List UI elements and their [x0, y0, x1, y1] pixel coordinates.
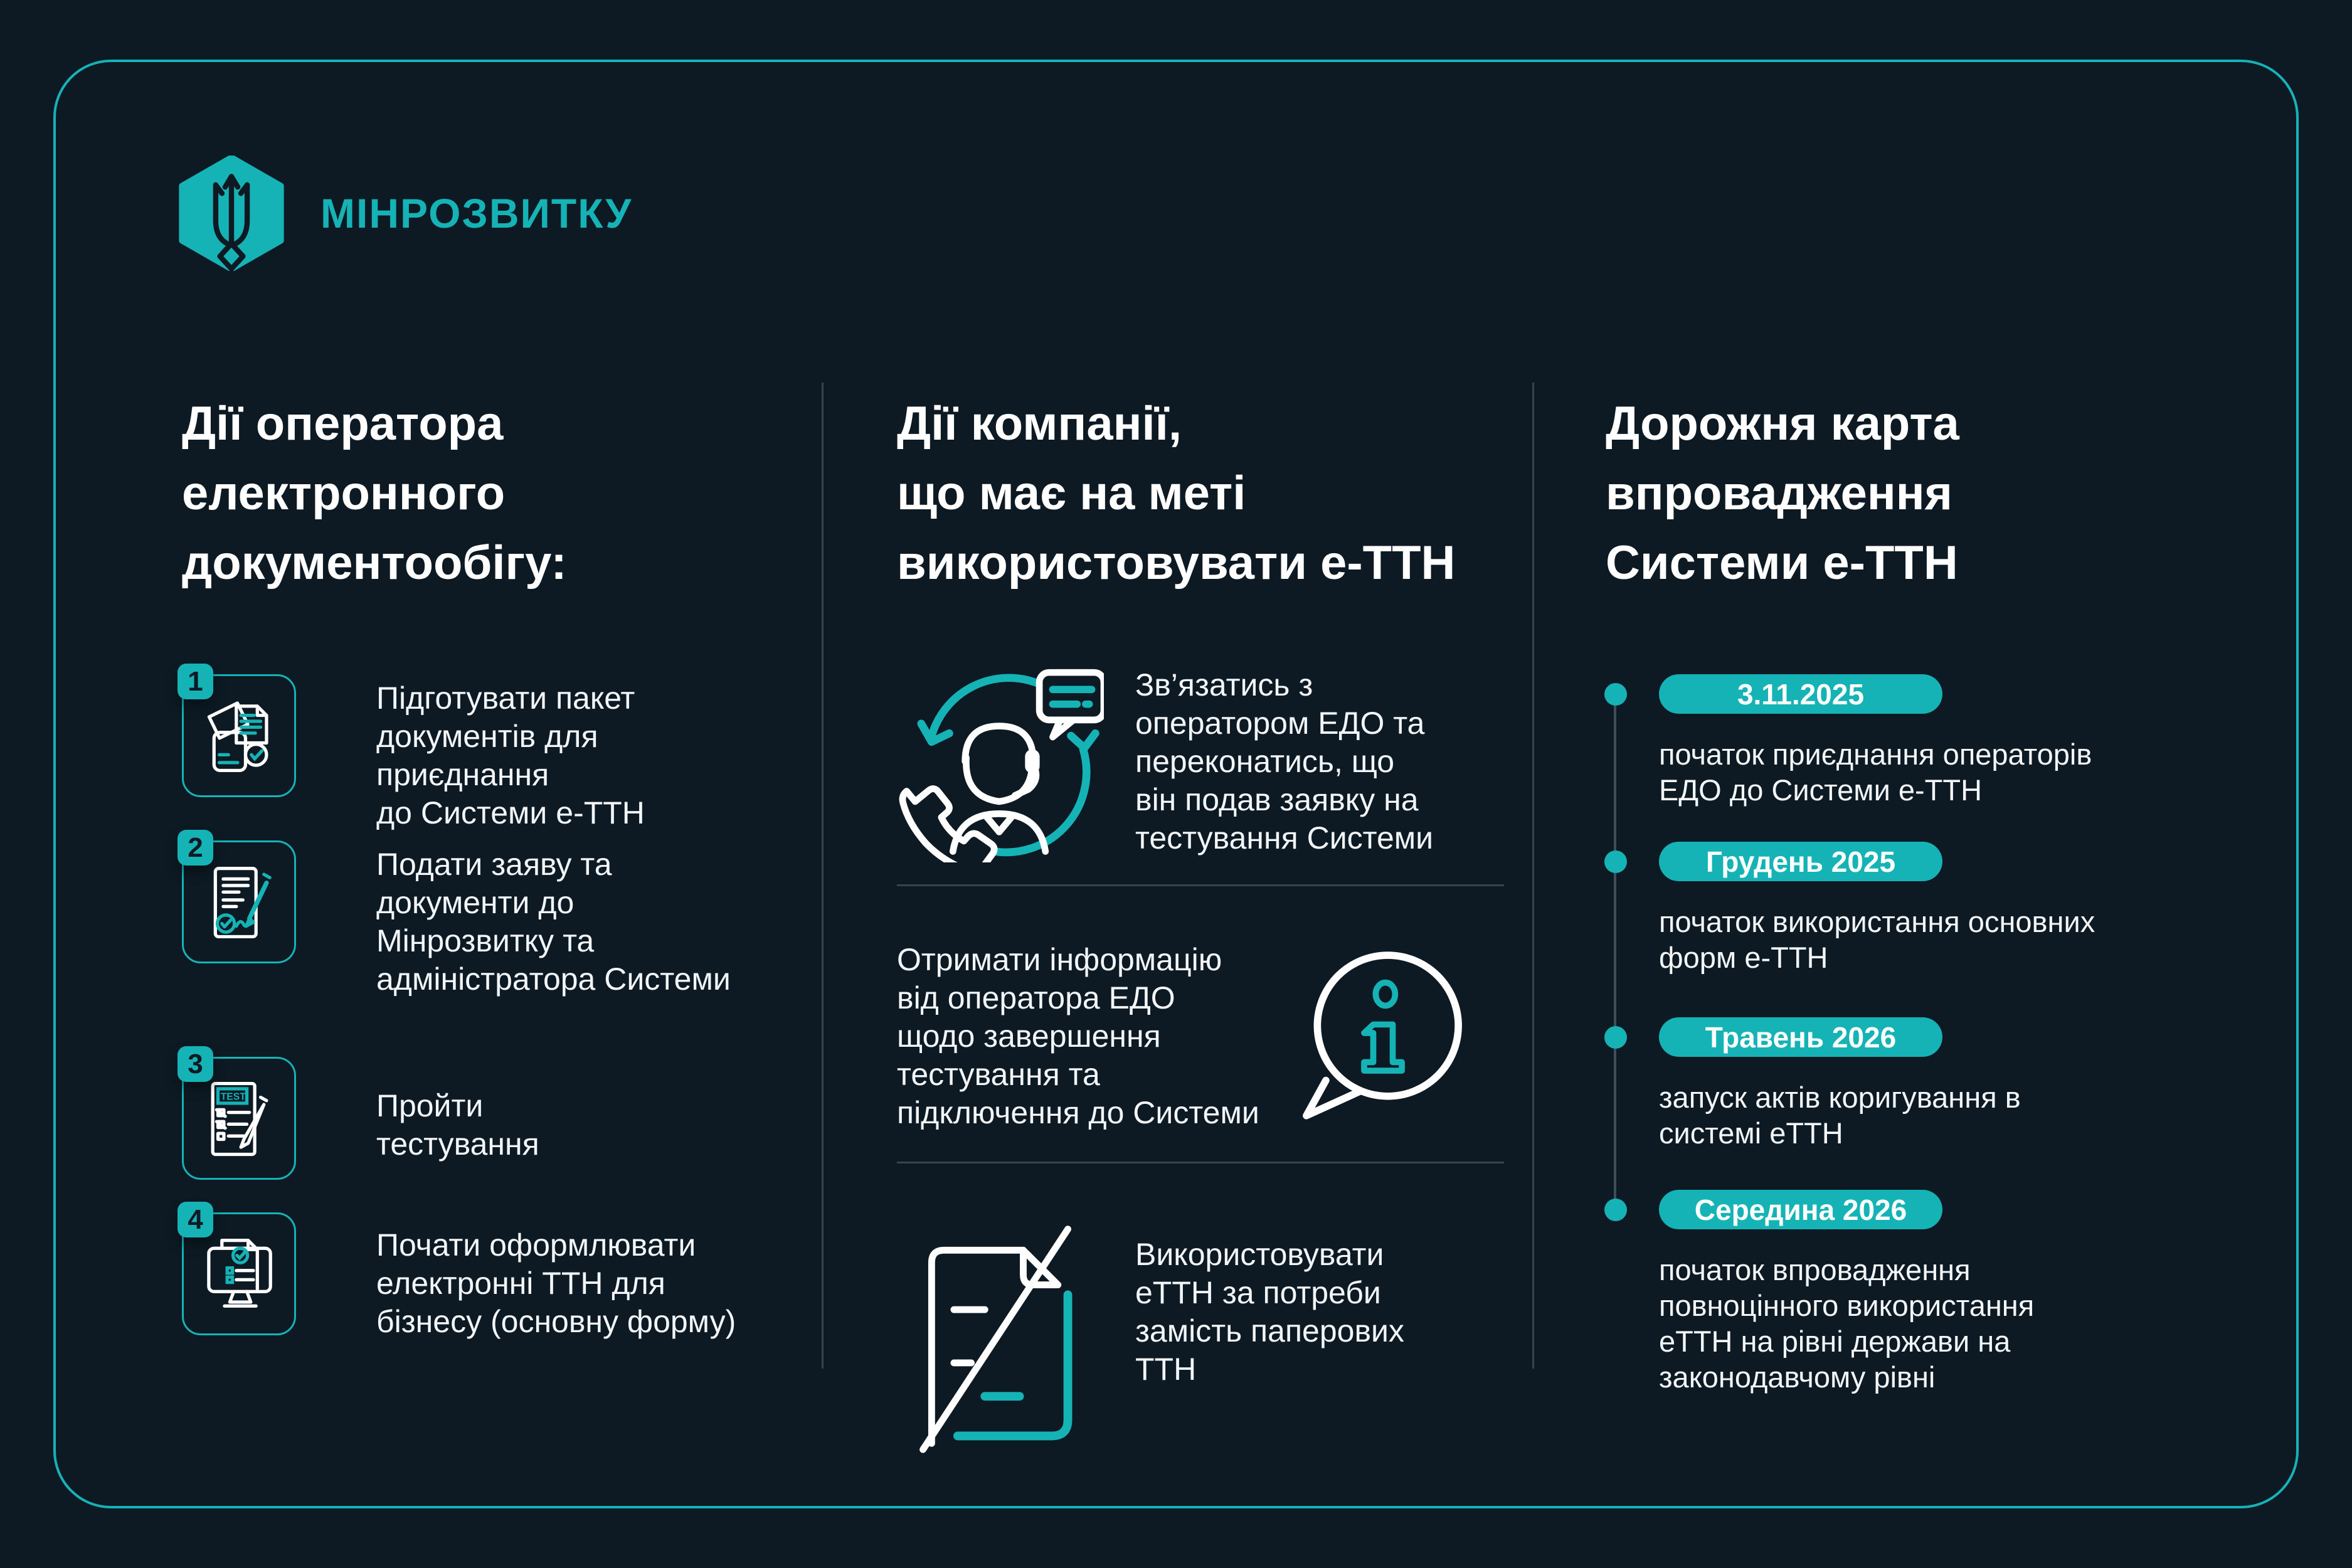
company-column-title: Дії компанії, що має на меті використову…	[897, 397, 1456, 590]
milestone-description: початок впровадження повноцінного викори…	[1659, 1253, 2035, 1394]
column-divider	[1532, 383, 1534, 1369]
company-step-text: Зв’язатись з оператором ЕДО та переконат…	[1135, 667, 1434, 856]
step-number-badge: 3	[177, 1046, 213, 1082]
roadmap-milestone-1: 3.11.2025 початок приєднання операторів …	[1604, 674, 2092, 808]
test-checklist-icon: TEST	[211, 1081, 268, 1157]
timeline-dot	[1604, 850, 1627, 873]
roadmap-milestone-2: Грудень 2025 початок використання основн…	[1604, 842, 2095, 975]
timeline-line	[1614, 694, 1616, 1209]
section-divider	[897, 884, 1504, 886]
milestone-date-badge: Травень 2026	[1659, 1017, 1942, 1057]
milestone-date-badge: 3.11.2025	[1659, 674, 1942, 714]
step-icon-card: 3 TEST	[177, 1046, 296, 1180]
operator-step-2: 2 Подати заяву та док	[177, 830, 731, 999]
svg-text:TEST: TEST	[221, 1092, 246, 1103]
operator-step-3: 3 TEST Прой	[177, 1046, 539, 1180]
monitor-ettn-form-icon	[207, 1239, 272, 1308]
trident-emblem-icon	[179, 156, 284, 271]
milestone-date-badge: Середина 2026	[1659, 1190, 1942, 1229]
roadmap-milestone-4: Середина 2026 початок впровадження повно…	[1604, 1190, 2035, 1395]
brand-name: МІНРОЗВИТКУ	[320, 190, 633, 236]
card-border	[53, 60, 2299, 1508]
milestone-description: початок використання основних форм е-ТТН	[1659, 905, 2095, 974]
signed-application-icon	[213, 867, 272, 939]
step-icon-card: 1	[177, 664, 296, 797]
timeline-dot	[1604, 1199, 1627, 1221]
step-text: Подати заяву та документи до Мінрозвитку…	[376, 847, 731, 997]
documents-package-icon	[207, 701, 268, 773]
step-number-badge: 2	[177, 830, 213, 866]
operator-step-4: 4	[177, 1202, 736, 1341]
timeline-dot	[1604, 1026, 1627, 1049]
company-step-text: Отримати інформацію від оператора ЕДО що…	[897, 942, 1259, 1130]
step-text: Пройти тестування	[376, 1088, 539, 1162]
timeline-dot	[1604, 683, 1627, 706]
roadmap-milestone-3: Травень 2026 запуск актів коригування в …	[1604, 1017, 2021, 1151]
section-divider	[897, 1162, 1504, 1163]
info-bubble-icon	[1286, 936, 1480, 1130]
brand-logo: МІНРОЗВИТКУ	[179, 156, 632, 271]
column-roadmap: Дорожня карта впровадження Системи е-ТТН…	[1604, 389, 2258, 1443]
step-text: Підготувати пакет документів для приєдна…	[376, 681, 645, 830]
paperless-document-icon	[904, 1216, 1093, 1457]
company-step-text: Використовувати еТТН за потреби замість …	[1135, 1237, 1404, 1387]
step-text: Почати оформлювати електронні ТТН для бі…	[376, 1227, 736, 1339]
step-number-badge: 1	[177, 664, 213, 699]
column-operator-actions: Дії оператора електронного документообіг…	[177, 389, 822, 1405]
operator-column-title: Дії оператора електронного документообіг…	[182, 397, 567, 590]
column-company-actions: Дії компанії, що має на меті використову…	[897, 389, 1530, 1453]
support-call-icon	[897, 655, 1104, 862]
milestone-description: запуск актів коригування в системі еТТН	[1659, 1081, 2021, 1150]
roadmap-column-title: Дорожня карта впровадження Системи е-ТТН	[1606, 397, 1959, 590]
milestone-description: початок приєднання операторів ЕДО до Сис…	[1659, 738, 2092, 807]
column-divider	[822, 383, 824, 1369]
step-number-badge: 4	[177, 1202, 213, 1237]
step-icon-card: 4	[177, 1202, 296, 1335]
operator-step-1: 1 Підготувати пакет д	[177, 664, 645, 832]
step-icon-card: 2	[177, 830, 296, 963]
milestone-date-badge: Грудень 2025	[1659, 842, 1942, 881]
